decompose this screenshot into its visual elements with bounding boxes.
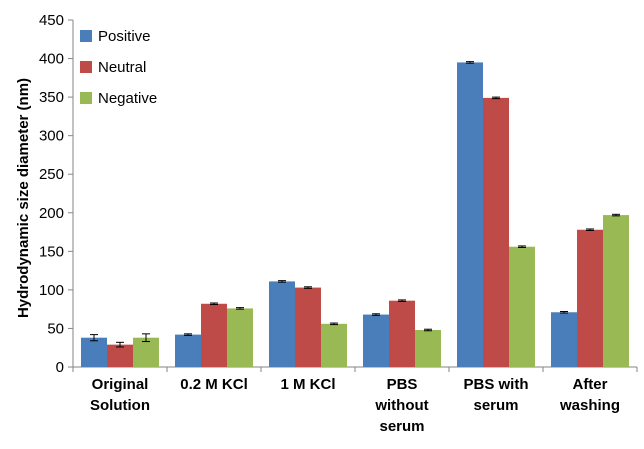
category-label: 0.2 M KCl xyxy=(180,376,248,393)
bar-neutral xyxy=(201,303,227,367)
bar-negative xyxy=(509,246,535,367)
y-tick-label: 0 xyxy=(56,359,64,376)
bar-positive xyxy=(175,334,201,367)
bar-positive xyxy=(363,314,389,367)
category-labels: Original Solution 0.2 M KCl 1 M KCl PBS witho… xyxy=(90,376,620,435)
bar-positive xyxy=(269,281,295,367)
bar-negative xyxy=(133,337,159,367)
bar-neutral xyxy=(389,300,415,367)
y-tick-label: 400 xyxy=(39,51,64,68)
y-axis-title: Hydrodynamic size diameter (nm) xyxy=(15,78,32,318)
bar-neutral xyxy=(577,229,603,367)
category-label: PBS without serum xyxy=(374,376,428,435)
category-label: PBS with serum xyxy=(463,376,528,414)
category-label: 1 M KCl xyxy=(280,376,335,393)
legend-label-negative: Negative xyxy=(98,90,157,107)
bar-positive xyxy=(81,337,107,367)
bar-negative xyxy=(415,329,441,367)
y-tick-label: 250 xyxy=(39,166,64,183)
bar-positive xyxy=(457,62,483,368)
y-axis-title-group: Hydrodynamic size diameter (nm) xyxy=(15,78,32,318)
bar-negative xyxy=(321,323,347,367)
y-tick-label: 300 xyxy=(39,128,64,145)
y-tick-label: 100 xyxy=(39,282,64,299)
legend: Positive Neutral Negative xyxy=(80,28,157,107)
y-tick-labels: 0 50 100 150 200 250 300 350 400 450 xyxy=(39,12,64,376)
y-tick-label: 50 xyxy=(47,320,64,337)
bar-neutral xyxy=(107,344,133,367)
y-tick-label: 350 xyxy=(39,89,64,106)
y-tick-label: 150 xyxy=(39,243,64,260)
y-tick-label: 450 xyxy=(39,12,64,29)
category-label: Original Solution xyxy=(90,376,150,414)
legend-label-positive: Positive xyxy=(98,28,151,45)
error-bars xyxy=(90,61,620,348)
legend-label-neutral: Neutral xyxy=(98,59,146,76)
legend-swatch-positive xyxy=(80,30,92,42)
bars xyxy=(81,62,629,368)
bar-negative xyxy=(603,215,629,367)
legend-swatch-negative xyxy=(80,92,92,104)
y-tick-label: 200 xyxy=(39,205,64,222)
category-label: After washing xyxy=(559,376,620,414)
bar-neutral xyxy=(295,287,321,367)
axes xyxy=(68,19,638,372)
bar-negative xyxy=(227,308,253,367)
bar-neutral xyxy=(483,97,509,367)
legend-swatch-neutral xyxy=(80,61,92,73)
bar-positive xyxy=(551,312,577,367)
